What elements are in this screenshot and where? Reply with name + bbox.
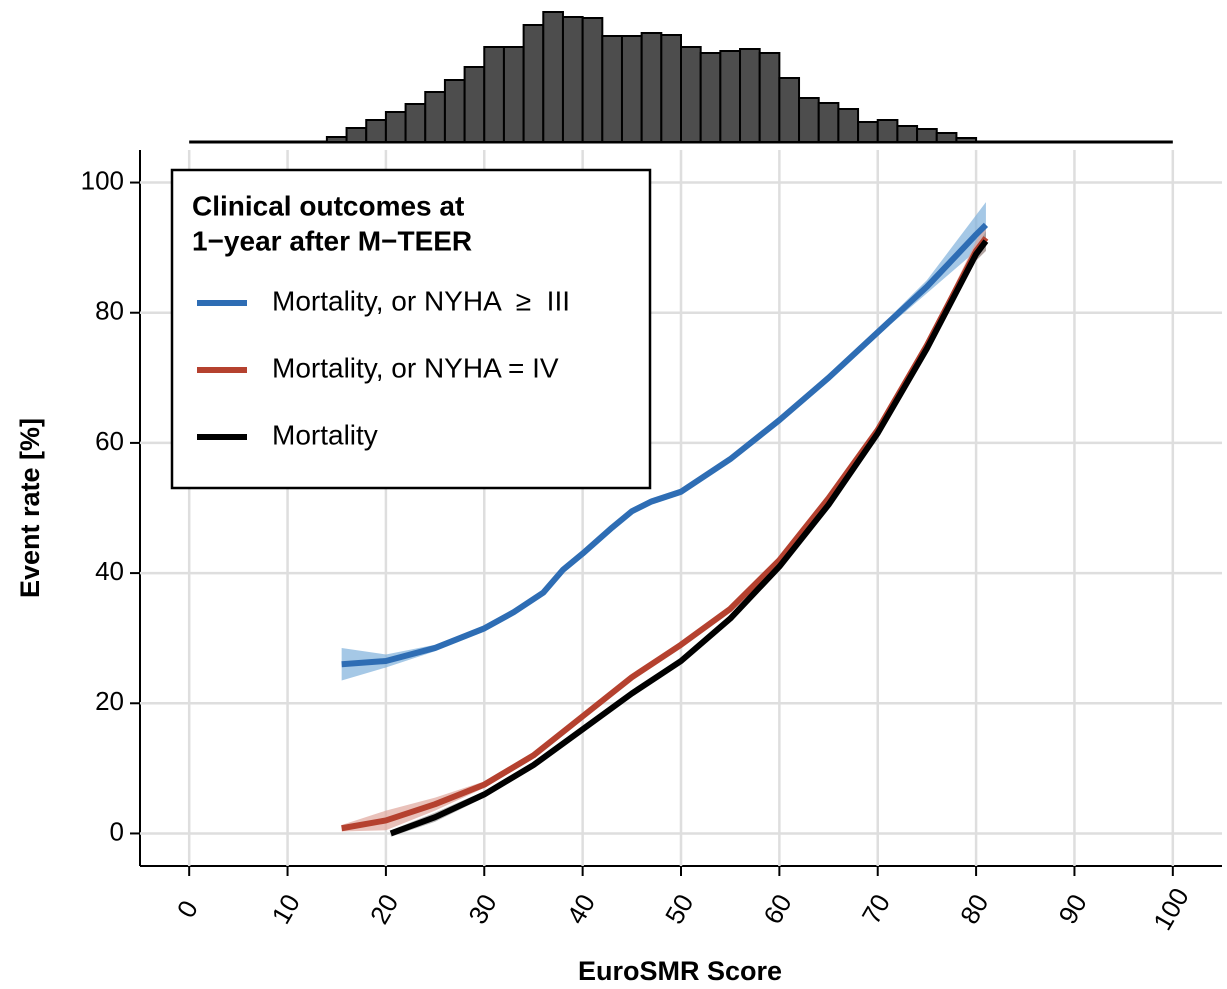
histogram-bar bbox=[581, 17, 604, 143]
legend-title: 1−year after M−TEER bbox=[192, 225, 472, 256]
x-tick-label: 80 bbox=[954, 889, 994, 929]
histogram-bar bbox=[699, 52, 722, 143]
histogram-bar bbox=[345, 127, 368, 143]
x-tick-label: 90 bbox=[1052, 889, 1092, 929]
legend: Clinical outcomes at 1−year after M−TEER M… bbox=[170, 168, 652, 490]
legend-label: Mortality, or NYHA ≥ III bbox=[272, 285, 570, 316]
histogram-bar bbox=[325, 136, 348, 143]
histogram-bar bbox=[502, 46, 525, 143]
x-tick-label: 10 bbox=[265, 889, 305, 929]
x-tick-label: 60 bbox=[757, 889, 797, 929]
legend-label: Mortality, or NYHA = IV bbox=[272, 352, 559, 383]
x-tick-label: 40 bbox=[561, 889, 601, 929]
histogram-bar bbox=[463, 66, 486, 143]
histogram-bar bbox=[739, 48, 761, 143]
line bbox=[389, 239, 989, 837]
histogram-bar bbox=[758, 52, 781, 143]
histogram-bar bbox=[384, 111, 407, 143]
y-tick-label: 100 bbox=[81, 165, 124, 195]
histogram-bar bbox=[601, 35, 623, 143]
histogram-bar bbox=[542, 11, 564, 143]
histogram-bar bbox=[365, 119, 387, 143]
histogram-bar bbox=[778, 77, 801, 143]
y-axis-title: Event rate [%] bbox=[15, 418, 45, 598]
histogram-bar bbox=[876, 119, 899, 143]
legend-title: Clinical outcomes at bbox=[192, 190, 464, 221]
histogram-bar bbox=[620, 35, 643, 143]
x-tick-label: 50 bbox=[659, 889, 699, 929]
x-axis-title: EuroSMR Score bbox=[578, 956, 782, 986]
histogram-bar bbox=[817, 102, 840, 143]
histogram-bar bbox=[955, 137, 978, 143]
y-tick-label: 40 bbox=[95, 556, 124, 586]
legend-label: Mortality bbox=[272, 419, 378, 450]
x-tick-label: 0 bbox=[171, 895, 204, 923]
histogram-bar bbox=[660, 34, 682, 143]
y-tick-label: 60 bbox=[95, 426, 124, 456]
histogram-bar bbox=[896, 125, 919, 143]
lines bbox=[341, 222, 989, 837]
x-tick-label: 30 bbox=[462, 889, 502, 929]
histogram-bar bbox=[935, 132, 958, 143]
histogram-bar bbox=[522, 24, 545, 143]
y-tick-label: 0 bbox=[110, 816, 124, 846]
legend-box bbox=[170, 168, 652, 490]
histogram-bar bbox=[680, 46, 702, 143]
y-tick-label: 20 bbox=[95, 686, 124, 716]
histogram-bar bbox=[640, 32, 663, 143]
histogram-bar bbox=[443, 79, 466, 143]
histogram-bar bbox=[837, 108, 860, 143]
histogram-bar bbox=[404, 103, 427, 143]
y-tick-label: 80 bbox=[95, 296, 124, 326]
histogram-bar bbox=[561, 16, 584, 143]
histogram-bar bbox=[916, 128, 938, 143]
x-tick-label: 100 bbox=[1147, 883, 1195, 936]
line bbox=[341, 222, 989, 668]
x-tick-label: 70 bbox=[856, 889, 896, 929]
histogram-bar bbox=[719, 50, 742, 143]
histogram-bar bbox=[424, 91, 446, 143]
histogram-bar bbox=[483, 46, 505, 143]
histogram-bar bbox=[857, 121, 879, 143]
x-tick-label: 20 bbox=[364, 889, 404, 929]
histogram-bar bbox=[798, 97, 820, 143]
